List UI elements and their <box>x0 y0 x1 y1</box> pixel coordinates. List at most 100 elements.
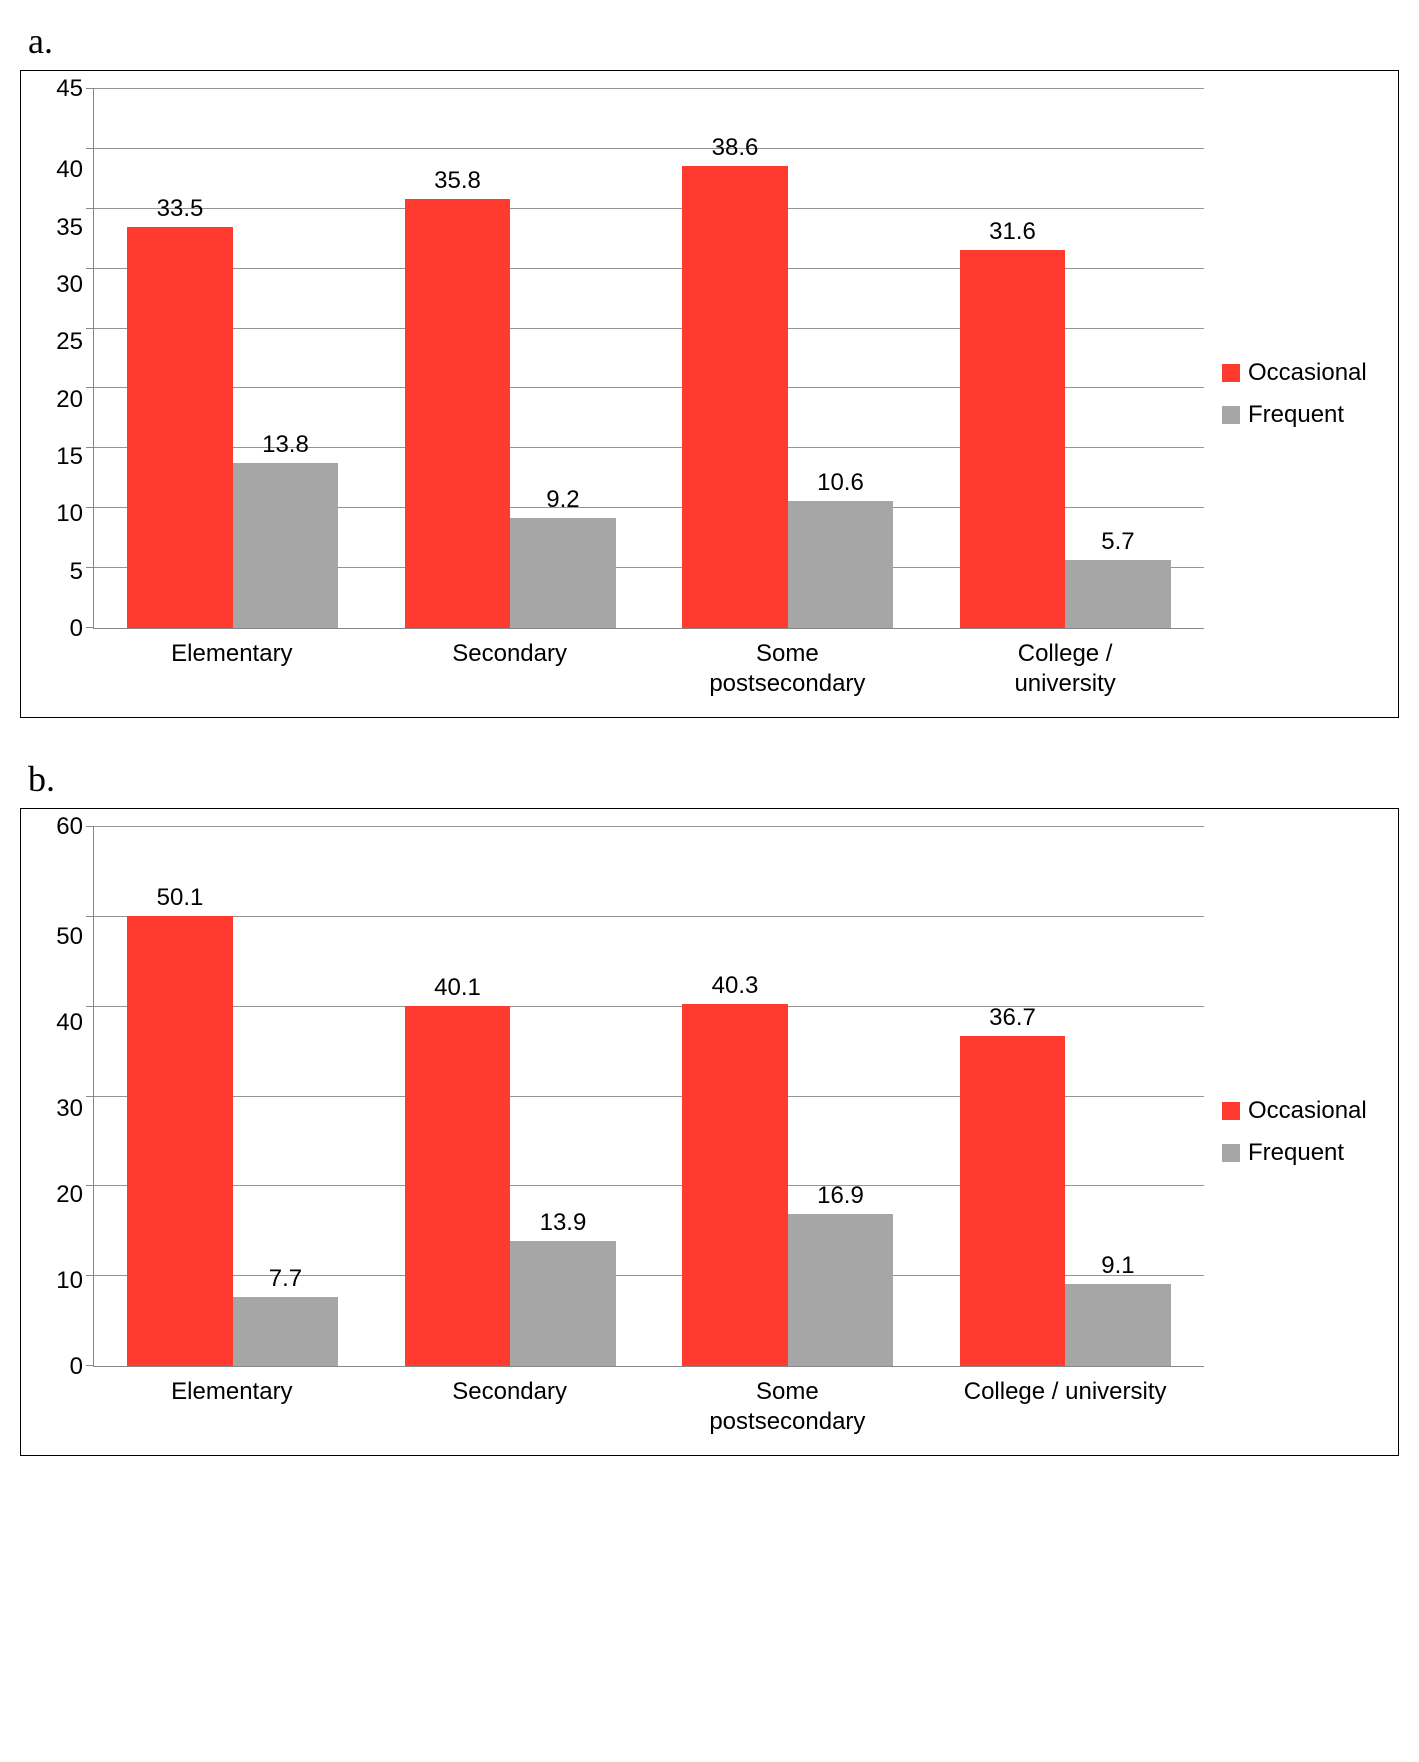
chart-a-legend-swatch <box>1222 406 1240 424</box>
chart-b-box: 605040302010050.17.740.113.940.316.936.7… <box>20 808 1399 1456</box>
chart-a-panel-label: a. <box>28 20 1399 62</box>
chart-a-x-label: Somepostsecondary <box>649 629 927 699</box>
chart-a-bar-value-label: 31.6 <box>989 218 1036 250</box>
chart-a-y-tick: 0 <box>70 617 83 641</box>
chart-a-bar-frequent: 5.7 <box>1065 560 1170 628</box>
chart-b-tick-mark <box>86 916 94 917</box>
chart-a-bar-frequent: 10.6 <box>788 501 893 628</box>
chart-a-bar-value-label: 13.8 <box>262 431 309 463</box>
chart-b-legend-swatch <box>1222 1144 1240 1162</box>
chart-a-bars-layer: 33.513.835.89.238.610.631.65.7 <box>94 89 1204 628</box>
chart-a-bar-value-label: 10.6 <box>817 469 864 501</box>
chart-b-y-tick: 0 <box>70 1355 83 1379</box>
chart-b-tick-mark <box>86 1185 94 1186</box>
chart-b-bar-occasional: 40.3 <box>682 1004 787 1366</box>
chart-b-x-label: Somepostsecondary <box>649 1367 927 1437</box>
chart-a-bar-occasional: 31.6 <box>960 250 1065 628</box>
chart-a-bar-value-label: 38.6 <box>712 134 759 166</box>
chart-b-y-tick: 30 <box>56 1097 83 1121</box>
chart-a-y-tick: 15 <box>56 445 83 469</box>
chart-a-bar-value-label: 9.2 <box>546 486 579 518</box>
chart-b-bar-frequent: 13.9 <box>510 1241 615 1366</box>
chart-b-legend-item: Occasional <box>1222 1097 1384 1125</box>
chart-b-bar-value-label: 50.1 <box>157 884 204 916</box>
chart-a-tick-mark <box>86 328 94 329</box>
chart-a-y-tick: 35 <box>56 216 83 240</box>
chart-b-x-label: College / university <box>926 1367 1204 1437</box>
chart-a-tick-mark <box>86 627 94 628</box>
chart-a-bar-group: 33.513.8 <box>94 89 372 628</box>
chart-b-bar-value-label: 9.1 <box>1101 1252 1134 1284</box>
chart-b-y-axis: 6050403020100 <box>35 827 93 1367</box>
chart-a-plot-area: 33.513.835.89.238.610.631.65.7 <box>93 89 1204 629</box>
chart-b-y-tick: 10 <box>56 1269 83 1293</box>
chart-b-y-tick: 40 <box>56 1011 83 1035</box>
chart-a-x-label: Secondary <box>371 629 649 699</box>
chart-b-bar-frequent: 7.7 <box>233 1297 338 1366</box>
chart-b-bars-layer: 50.17.740.113.940.316.936.79.1 <box>94 827 1204 1366</box>
chart-b-bar-group: 36.79.1 <box>927 827 1205 1366</box>
chart-b-bar-value-label: 13.9 <box>540 1209 587 1241</box>
chart-a-y-tick: 10 <box>56 502 83 526</box>
chart-b-panel-label: b. <box>28 758 1399 800</box>
chart-b-bar-value-label: 36.7 <box>989 1004 1036 1036</box>
chart-a-bar-frequent: 9.2 <box>510 518 615 628</box>
chart-a-wrapper: a.45403530252015105033.513.835.89.238.61… <box>20 20 1399 718</box>
chart-b-x-label: Elementary <box>93 1367 371 1437</box>
chart-a-legend: Occasional Frequent <box>1204 89 1384 699</box>
chart-b-bar-value-label: 16.9 <box>817 1182 864 1214</box>
chart-a-bar-group: 35.89.2 <box>372 89 650 628</box>
chart-a-y-tick: 40 <box>56 158 83 182</box>
chart-a-tick-mark <box>86 567 94 568</box>
chart-a-x-labels: ElementarySecondarySomepostsecondaryColl… <box>93 629 1204 699</box>
chart-a-y-tick: 45 <box>56 77 83 101</box>
chart-b-bar-group: 50.1 7.7 <box>94 827 372 1366</box>
chart-b-x-labels: ElementarySecondarySomepostsecondaryColl… <box>93 1367 1204 1437</box>
chart-b-bar-group: 40.113.9 <box>372 827 650 1366</box>
chart-a-tick-mark <box>86 148 94 149</box>
chart-b-y-tick: 50 <box>56 925 83 949</box>
chart-b-y-tick: 20 <box>56 1183 83 1207</box>
chart-b-legend-label: Occasional <box>1248 1097 1367 1125</box>
chart-a-y-tick: 25 <box>56 330 83 354</box>
chart-b-wrapper: b.605040302010050.17.740.113.940.316.936… <box>20 758 1399 1456</box>
chart-a-tick-mark <box>86 88 94 89</box>
chart-a-legend-label: Frequent <box>1248 401 1344 429</box>
chart-b-tick-mark <box>86 1275 94 1276</box>
chart-a-bar-occasional: 38.6 <box>682 166 787 628</box>
chart-b-bar-occasional: 40.1 <box>405 1006 510 1366</box>
chart-a-bar-group: 31.65.7 <box>927 89 1205 628</box>
figure-root: a.45403530252015105033.513.835.89.238.61… <box>20 20 1399 1456</box>
chart-b-bar-value-label: 40.1 <box>434 974 481 1006</box>
chart-b-tick-mark <box>86 826 94 827</box>
chart-b-legend-item: Frequent <box>1222 1139 1384 1167</box>
chart-a-x-label: College /university <box>926 629 1204 699</box>
chart-a-bar-value-label: 5.7 <box>1101 528 1134 560</box>
chart-a-y-tick: 5 <box>70 560 83 584</box>
chart-a-y-axis: 454035302520151050 <box>35 89 93 629</box>
chart-b-tick-mark <box>86 1006 94 1007</box>
chart-a-bar-frequent: 13.8 <box>233 463 338 628</box>
chart-b-x-label: Secondary <box>371 1367 649 1437</box>
chart-a-y-tick: 20 <box>56 388 83 412</box>
chart-b-bar-occasional: 36.7 <box>960 1036 1065 1366</box>
chart-a-tick-mark <box>86 507 94 508</box>
chart-a-plot-column: 45403530252015105033.513.835.89.238.610.… <box>35 89 1204 699</box>
chart-b-bar-value-label: 40.3 <box>712 972 759 1004</box>
chart-b-tick-mark <box>86 1096 94 1097</box>
chart-b-bar-value-label: 7.7 <box>269 1265 302 1297</box>
chart-a-tick-mark <box>86 387 94 388</box>
chart-a-tick-mark <box>86 208 94 209</box>
chart-b-y-tick: 60 <box>56 815 83 839</box>
chart-b-bar-frequent: 9.1 <box>1065 1284 1170 1366</box>
chart-a-bar-group: 38.610.6 <box>649 89 927 628</box>
chart-b-plot-row: 605040302010050.17.740.113.940.316.936.7… <box>35 827 1204 1367</box>
chart-b-bar-group: 40.3 16.9 <box>649 827 927 1366</box>
chart-a-x-label: Elementary <box>93 629 371 699</box>
chart-b-plot-column: 605040302010050.17.740.113.940.316.936.7… <box>35 827 1204 1437</box>
chart-b-plot-area: 50.17.740.113.940.316.936.79.1 <box>93 827 1204 1367</box>
chart-a-y-tick: 30 <box>56 273 83 297</box>
chart-a-tick-mark <box>86 447 94 448</box>
chart-a-legend-label: Occasional <box>1248 359 1367 387</box>
chart-a-legend-swatch <box>1222 364 1240 382</box>
